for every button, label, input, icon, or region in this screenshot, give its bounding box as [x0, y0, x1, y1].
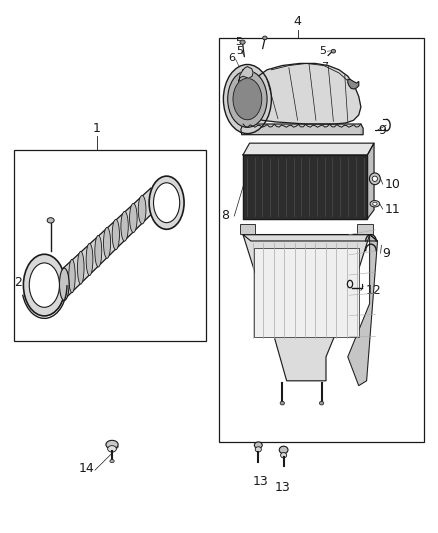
Bar: [254, 248, 359, 337]
Ellipse shape: [153, 183, 180, 223]
Ellipse shape: [112, 220, 120, 250]
Polygon shape: [241, 124, 363, 135]
Text: 8: 8: [222, 209, 230, 222]
Ellipse shape: [106, 440, 118, 449]
Ellipse shape: [373, 202, 377, 205]
Ellipse shape: [228, 71, 267, 127]
Text: 5: 5: [236, 46, 243, 56]
Ellipse shape: [138, 196, 146, 224]
Ellipse shape: [281, 453, 287, 458]
Text: 9: 9: [378, 124, 386, 138]
Bar: [240, 224, 255, 233]
Text: 9: 9: [383, 247, 391, 260]
Ellipse shape: [29, 263, 60, 308]
Polygon shape: [243, 235, 370, 381]
Text: 5: 5: [319, 46, 326, 56]
Ellipse shape: [69, 260, 75, 293]
Ellipse shape: [223, 64, 272, 134]
Polygon shape: [348, 79, 359, 89]
Bar: [219, 38, 424, 442]
Ellipse shape: [369, 173, 380, 184]
Polygon shape: [239, 67, 253, 82]
Polygon shape: [361, 124, 363, 135]
Ellipse shape: [23, 254, 65, 316]
Bar: [14, 150, 206, 341]
Ellipse shape: [78, 252, 84, 284]
Ellipse shape: [86, 244, 93, 276]
Text: 10: 10: [385, 177, 401, 191]
Ellipse shape: [121, 212, 128, 241]
Text: 1: 1: [93, 122, 101, 135]
Ellipse shape: [254, 442, 262, 448]
Bar: [357, 224, 373, 233]
Ellipse shape: [108, 446, 117, 452]
Text: 3: 3: [171, 207, 179, 220]
Ellipse shape: [279, 446, 288, 454]
Text: 14: 14: [79, 462, 95, 475]
Ellipse shape: [263, 36, 267, 40]
Ellipse shape: [233, 78, 262, 120]
Ellipse shape: [319, 401, 324, 405]
Text: 11: 11: [385, 203, 401, 215]
Ellipse shape: [149, 176, 184, 229]
Text: 6: 6: [229, 53, 236, 63]
Ellipse shape: [60, 268, 69, 301]
Polygon shape: [243, 63, 361, 124]
Text: 13: 13: [253, 475, 268, 488]
Ellipse shape: [370, 200, 380, 207]
Ellipse shape: [280, 401, 285, 405]
Text: 13: 13: [275, 481, 290, 494]
Text: 2: 2: [14, 276, 22, 289]
Ellipse shape: [331, 50, 336, 53]
Ellipse shape: [110, 459, 114, 463]
Polygon shape: [63, 188, 151, 301]
Polygon shape: [243, 155, 367, 219]
Text: 4: 4: [293, 15, 301, 28]
Ellipse shape: [372, 176, 378, 181]
Polygon shape: [348, 235, 378, 385]
Text: 12: 12: [365, 284, 381, 297]
Ellipse shape: [255, 447, 261, 452]
Ellipse shape: [95, 236, 102, 267]
Polygon shape: [243, 235, 378, 241]
Ellipse shape: [103, 228, 110, 259]
Ellipse shape: [47, 217, 54, 223]
Text: 5: 5: [235, 37, 242, 46]
Ellipse shape: [240, 40, 245, 44]
Polygon shape: [367, 143, 374, 219]
Ellipse shape: [130, 204, 137, 232]
Polygon shape: [243, 143, 374, 155]
Text: 7: 7: [321, 62, 328, 72]
